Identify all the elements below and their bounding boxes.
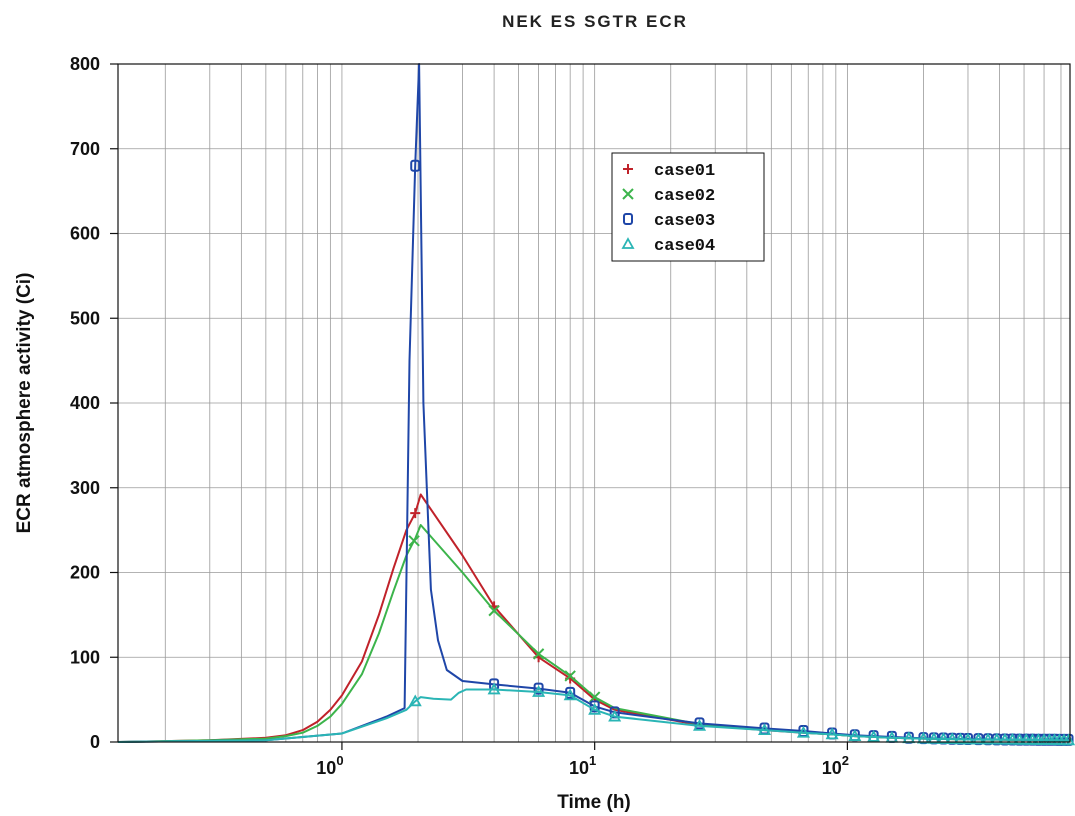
data-point-case04 — [961, 732, 975, 745]
data-point-case04 — [867, 730, 881, 742]
data-point-case04 — [945, 732, 959, 745]
data-point-case04 — [848, 729, 862, 741]
legend-label: case02 — [654, 187, 715, 206]
legend-item-case04: case04 — [621, 237, 715, 256]
y-tick-labels: 0 100 200 300 400 500 600 700 800 — [70, 54, 118, 752]
legend-label: case03 — [654, 212, 715, 231]
legend-item-case02: case02 — [622, 187, 715, 206]
data-point-case04 — [981, 732, 995, 745]
x-axis-label: Time (h) — [557, 792, 631, 813]
data-point-case04 — [1013, 732, 1027, 745]
data-point-case02 — [488, 604, 500, 617]
data-point-case04 — [971, 732, 985, 745]
data-point-case04 — [990, 732, 1004, 745]
y-tick-label: 0 — [90, 732, 100, 752]
data-point-case04 — [998, 732, 1012, 745]
legend-marker-case01 — [623, 164, 633, 174]
y-tick-label: 700 — [70, 139, 100, 159]
data-point-case02 — [532, 648, 545, 660]
data-point-case04 — [936, 732, 951, 744]
data-point-case04 — [825, 727, 839, 740]
data-point-case04 — [1062, 733, 1075, 746]
x-tick-labels: 100 101 102 — [316, 742, 849, 778]
data-point-case03 — [565, 686, 576, 699]
chart-title: NEK ES SGTR ECR — [502, 12, 688, 31]
data-point-case03 — [410, 159, 421, 172]
legend-marker-case04 — [621, 237, 635, 249]
series-line-case04 — [117, 688, 1071, 743]
data-point-case02 — [408, 535, 420, 547]
series-layer — [117, 63, 1075, 746]
y-tick-label: 300 — [70, 478, 100, 498]
y-tick-label: 100 — [70, 647, 100, 667]
data-point-case04 — [693, 719, 707, 731]
y-tick-label: 200 — [70, 563, 100, 583]
legend-item-case03: case03 — [623, 212, 715, 231]
data-point-case04 — [796, 725, 810, 738]
legend-label: case01 — [654, 162, 715, 181]
data-point-case04 — [408, 694, 422, 707]
legend: case01 case02 case03 case04 — [611, 152, 765, 262]
x-tick-label: 100 — [316, 753, 343, 778]
data-point-case02 — [588, 691, 601, 703]
data-point-case04 — [1005, 732, 1020, 745]
legend-item-case01: case01 — [623, 162, 715, 181]
data-point-case03 — [533, 682, 544, 695]
data-point-case04 — [757, 723, 772, 736]
data-point-case04 — [953, 732, 967, 745]
data-point-case02 — [564, 670, 576, 682]
data-point-case03 — [694, 717, 705, 730]
legend-box — [611, 152, 765, 262]
data-point-case04 — [487, 682, 501, 695]
y-tick-label: 500 — [70, 308, 100, 328]
legend-marker-case03 — [623, 213, 633, 225]
series-case03 — [117, 63, 1074, 746]
y-axis-label: ECR atmosphere activity (Ci) — [14, 273, 35, 534]
x-tick-label: 101 — [569, 753, 596, 778]
data-point-case04 — [1019, 733, 1033, 745]
grid — [118, 63, 1070, 743]
data-point-case04 — [916, 731, 931, 744]
y-tick-label: 400 — [70, 393, 100, 413]
data-point-case04 — [608, 709, 622, 722]
legend-label: case04 — [654, 237, 715, 256]
data-point-case01 — [410, 508, 421, 519]
x-tick-label: 102 — [822, 753, 849, 778]
legend-marker-case02 — [622, 188, 634, 200]
data-point-case04 — [927, 731, 941, 744]
data-point-case04 — [563, 688, 577, 701]
data-point-case04 — [588, 702, 602, 715]
y-tick-label: 800 — [70, 54, 100, 74]
data-point-case04 — [532, 685, 546, 697]
y-tick-label: 600 — [70, 224, 100, 244]
